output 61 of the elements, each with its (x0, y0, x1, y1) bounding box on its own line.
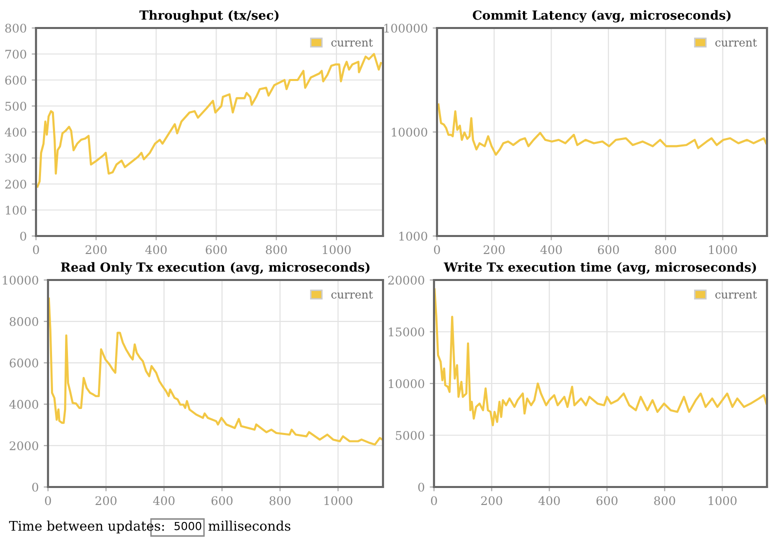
y-tick-label: 15000 (388, 327, 424, 336)
y-tick-label: 300 (5, 154, 26, 163)
text: Time between updates: (9, 520, 164, 534)
x-tick-label: 200 (96, 496, 116, 506)
x-tick-label: 0 (431, 496, 437, 506)
legend-label: current (331, 38, 373, 47)
x-tick-label: 1000 (322, 245, 351, 254)
y-tick-label: 800 (5, 24, 26, 33)
y-tick-label: 10000 (388, 379, 424, 388)
line-series (437, 103, 767, 156)
x-tick-label: 400 (145, 245, 167, 254)
x-tick-label: 800 (655, 245, 676, 254)
y-tick-label: 1000 (399, 232, 428, 241)
y-tick-label: 500 (5, 102, 26, 111)
x-tick-label: 400 (540, 245, 562, 254)
y-tick-label: 20000 (388, 276, 424, 285)
chart-title: Throughput (tx/sec) (139, 10, 279, 22)
x-tick-label: 600 (596, 496, 618, 506)
x-tick-label: 400 (153, 496, 174, 506)
legend-label: current (715, 290, 757, 299)
x-tick-label: 200 (484, 245, 505, 254)
y-tick-label: 100 (6, 206, 26, 215)
y-tick-label: 600 (5, 76, 26, 85)
y-tick-label: 100000 (384, 24, 428, 33)
y-tick-label: 6000 (10, 358, 38, 368)
x-tick-label: 600 (598, 245, 619, 254)
y-tick-label: 5000 (396, 430, 424, 440)
text: 5000 (174, 522, 202, 530)
text: milliseconds (208, 520, 290, 531)
legend-label: current (331, 290, 373, 299)
chart-title: Read Only Tx execution (avg, microseconds) (60, 262, 370, 274)
x-tick-label: 0 (45, 496, 51, 506)
y-tick-label: 8000 (10, 317, 38, 326)
x-tick-label: 800 (270, 496, 291, 506)
line-series (36, 52, 382, 188)
x-tick-label: 600 (212, 496, 233, 506)
y-tick-label: 2000 (10, 441, 38, 450)
x-tick-label: 600 (206, 245, 227, 254)
x-tick-label: 1000 (708, 496, 737, 506)
x-tick-label: 200 (481, 496, 502, 506)
y-tick-label: 200 (5, 180, 26, 189)
y-tick-label: 0 (20, 232, 26, 241)
chart-title: Write Tx execution time (avg, microseconds) (444, 262, 756, 274)
x-tick-label: 400 (538, 496, 560, 506)
y-tick-label: 0 (32, 482, 38, 492)
line-series (48, 298, 383, 446)
y-tick-label: 10000 (392, 128, 428, 137)
x-tick-label: 200 (86, 245, 107, 254)
y-tick-label: 400 (4, 128, 26, 137)
x-tick-label: 1000 (709, 245, 737, 254)
y-tick-label: 10000 (2, 276, 38, 285)
x-tick-label: 1000 (324, 496, 352, 506)
y-tick-label: 4000 (9, 400, 38, 409)
x-tick-label: 800 (266, 245, 287, 254)
legend-label: current (715, 38, 757, 47)
x-tick-label: 0 (434, 245, 440, 254)
x-tick-label: 800 (654, 496, 676, 506)
y-tick-label: 700 (5, 50, 26, 59)
chart-title: Commit Latency (avg, microseconds) (472, 10, 731, 22)
y-tick-label: 0 (418, 482, 424, 492)
line-series (434, 288, 767, 426)
